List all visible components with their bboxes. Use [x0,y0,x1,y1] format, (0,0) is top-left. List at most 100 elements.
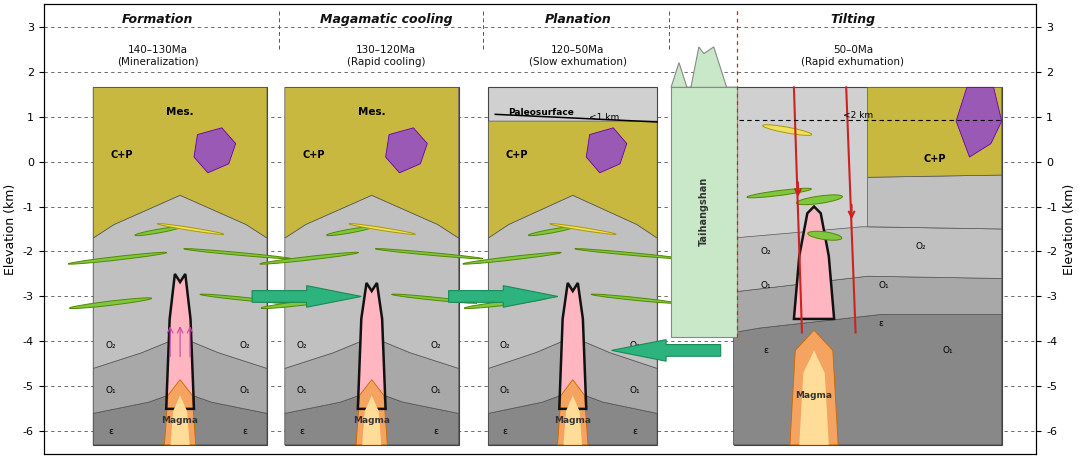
Ellipse shape [591,294,676,303]
Ellipse shape [135,227,180,236]
Text: O₂: O₂ [500,341,511,350]
Polygon shape [733,227,1001,292]
Text: ε: ε [242,427,247,436]
Bar [93,87,267,445]
Text: Mes.: Mes. [166,107,194,117]
Polygon shape [285,195,459,368]
Polygon shape [93,391,267,445]
Text: C+P: C+P [923,154,946,164]
Polygon shape [93,195,267,368]
Polygon shape [171,395,190,445]
Text: O₁: O₁ [760,281,771,290]
Ellipse shape [796,195,842,205]
Text: O₂: O₂ [760,247,771,256]
Ellipse shape [200,294,285,303]
Polygon shape [285,391,459,445]
Ellipse shape [261,298,343,309]
Text: ε: ε [433,427,438,436]
Ellipse shape [808,231,841,240]
Text: O₁: O₁ [630,387,640,395]
Polygon shape [357,283,386,409]
Polygon shape [362,395,381,445]
Y-axis label: Elevation (km): Elevation (km) [4,183,17,275]
Text: O₁: O₁ [878,281,889,290]
Polygon shape [559,283,586,409]
Text: C+P: C+P [110,150,133,160]
Polygon shape [252,286,362,307]
Text: <2 km: <2 km [842,111,873,120]
Text: O₂: O₂ [630,341,640,350]
Ellipse shape [747,188,811,198]
Bar [285,87,459,445]
Text: O₁: O₁ [500,387,511,395]
Ellipse shape [260,252,359,264]
Text: Tilting: Tilting [831,13,875,27]
Polygon shape [867,175,1001,229]
Bar [671,87,737,337]
Polygon shape [586,128,626,173]
Text: C+P: C+P [505,150,528,160]
Text: Planation: Planation [544,13,611,27]
Text: Mes.: Mes. [357,107,386,117]
Text: Magma: Magma [554,415,591,425]
Ellipse shape [550,224,616,234]
Polygon shape [93,87,267,238]
Text: ε: ε [108,427,113,436]
Polygon shape [671,47,737,87]
Ellipse shape [158,224,224,234]
Bar [733,87,1001,445]
Polygon shape [956,87,1001,157]
Text: O₂: O₂ [916,242,927,251]
Polygon shape [488,121,657,238]
Ellipse shape [575,249,683,259]
Text: C+P: C+P [302,150,325,160]
Ellipse shape [528,227,573,236]
Text: ε: ε [633,427,637,436]
Bar [488,87,657,445]
Y-axis label: Elevation (km): Elevation (km) [1063,183,1076,275]
Text: O₁: O₁ [943,346,954,355]
Ellipse shape [68,252,166,264]
Ellipse shape [392,294,477,303]
Text: <1 km: <1 km [590,114,620,122]
Polygon shape [794,207,834,319]
Polygon shape [557,380,588,445]
Ellipse shape [464,298,546,309]
Text: O₂: O₂ [105,341,116,350]
Text: Paleosurface: Paleosurface [509,109,575,118]
Text: ε: ε [878,319,883,328]
Text: O₁: O₁ [297,387,308,395]
Polygon shape [194,128,235,173]
Text: O₂: O₂ [431,341,442,350]
Polygon shape [93,337,267,414]
Polygon shape [789,330,838,445]
Polygon shape [166,274,194,409]
Text: Magma: Magma [796,391,833,400]
Text: 140–130Ma
(Mineralization): 140–130Ma (Mineralization) [117,45,199,67]
Polygon shape [285,337,459,414]
Text: Formation: Formation [122,13,193,27]
Text: Magma: Magma [353,415,390,425]
Ellipse shape [463,252,562,264]
Text: 50–0Ma
(Rapid exhumation): 50–0Ma (Rapid exhumation) [801,45,904,67]
Polygon shape [733,315,1001,445]
Ellipse shape [349,224,416,234]
Polygon shape [564,395,582,445]
Ellipse shape [184,249,292,259]
Text: ε: ε [300,427,305,436]
Text: 120–50Ma
(Slow exhumation): 120–50Ma (Slow exhumation) [529,45,626,67]
Text: O₁: O₁ [431,387,442,395]
Text: ε: ε [503,427,508,436]
Ellipse shape [375,249,483,259]
Ellipse shape [69,298,151,309]
Ellipse shape [326,227,372,236]
Polygon shape [488,195,657,368]
Text: O₁: O₁ [239,387,249,395]
Polygon shape [285,87,459,238]
Polygon shape [164,380,195,445]
Polygon shape [386,128,428,173]
Polygon shape [733,276,1001,333]
Text: O₁: O₁ [105,387,116,395]
Text: Magamatic cooling: Magamatic cooling [320,13,453,27]
Text: Magma: Magma [162,415,199,425]
